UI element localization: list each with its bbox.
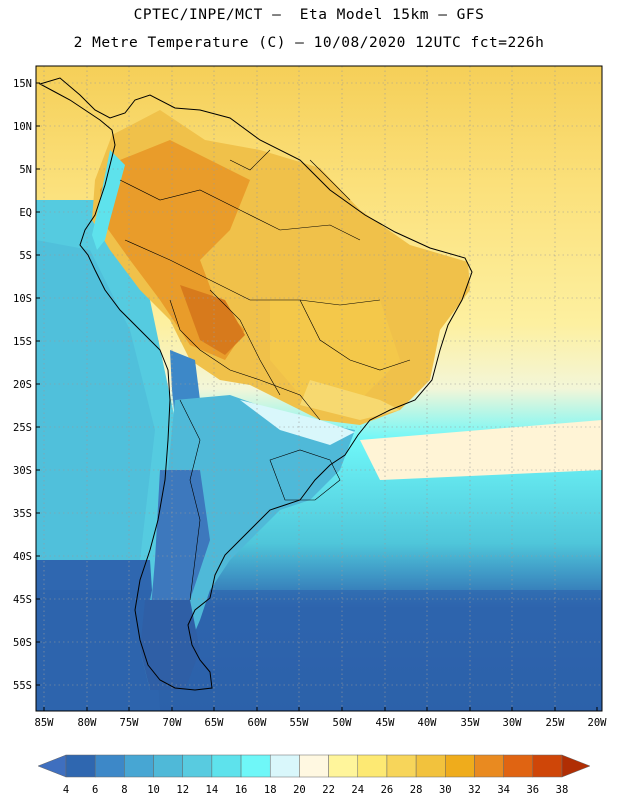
legend-label: 30 bbox=[439, 784, 452, 796]
lon-label: 80W bbox=[78, 717, 98, 729]
lat-label: 35S bbox=[13, 508, 32, 520]
lat-label: 55S bbox=[13, 680, 32, 692]
lon-label: 70W bbox=[163, 717, 183, 729]
legend-swatch bbox=[65, 754, 96, 778]
lat-label: 15S bbox=[13, 336, 32, 348]
lon-label: 35W bbox=[461, 717, 481, 729]
legend-swatch bbox=[386, 754, 417, 778]
legend-label: 28 bbox=[410, 784, 423, 796]
lat-label: 20S bbox=[13, 379, 32, 391]
lat-label: 40S bbox=[13, 551, 32, 563]
legend-label: 18 bbox=[264, 784, 277, 796]
lon-label: 30W bbox=[503, 717, 523, 729]
legend-swatch bbox=[445, 754, 475, 778]
latitude-axis: 15N 10N 5N EQ 5S 10S 15S 20S 25S 30S 35S… bbox=[13, 78, 40, 692]
longitude-axis: 85W 80W 75W 70W 65W 60W 55W 50W 45W 40W … bbox=[35, 707, 608, 729]
lat-label: 15N bbox=[13, 78, 32, 90]
map-title-line-2: 2 Metre Temperature (C) – 10/08/2020 12U… bbox=[73, 35, 545, 51]
lon-label: 60W bbox=[248, 717, 268, 729]
lat-label: 25S bbox=[13, 422, 32, 434]
legend-label: 10 bbox=[147, 784, 160, 796]
legend-label: 16 bbox=[235, 784, 248, 796]
legend-label: 24 bbox=[351, 784, 364, 796]
legend-label: 12 bbox=[176, 784, 189, 796]
legend-label: 36 bbox=[526, 784, 539, 796]
legend-label: 4 bbox=[63, 784, 69, 796]
legend-label: 32 bbox=[468, 784, 481, 796]
color-legend: 4 6 8 10 12 14 16 18 20 22 24 26 28 30 32 34 36 38 bbox=[37, 754, 591, 796]
legend-swatch bbox=[240, 754, 271, 778]
lat-label: 10N bbox=[13, 121, 32, 133]
lat-label: 10S bbox=[13, 293, 32, 305]
lon-label: 40W bbox=[418, 717, 438, 729]
legend-swatch bbox=[153, 754, 183, 778]
lon-label: 75W bbox=[120, 717, 140, 729]
legend-swatch bbox=[503, 754, 534, 778]
country-borders bbox=[119, 149, 411, 601]
legend-swatch bbox=[299, 754, 329, 778]
legend-swatch bbox=[415, 754, 446, 778]
legend-swatch bbox=[269, 754, 300, 778]
south-america-coastline bbox=[38, 77, 473, 691]
lat-label: EQ bbox=[19, 207, 32, 219]
lat-label: 30S bbox=[13, 465, 32, 477]
legend-swatch bbox=[357, 754, 388, 778]
lat-label: 45S bbox=[13, 594, 32, 606]
legend-label: 34 bbox=[497, 784, 510, 796]
legend-label: 26 bbox=[381, 784, 394, 796]
lat-label: 5N bbox=[19, 164, 32, 176]
legend-arrow-high bbox=[561, 754, 591, 778]
legend-swatch bbox=[532, 754, 563, 778]
lon-label: 85W bbox=[35, 717, 55, 729]
legend-swatch bbox=[124, 754, 154, 778]
legend-swatch bbox=[474, 754, 504, 778]
lon-label: 45W bbox=[376, 717, 396, 729]
legend-swatch bbox=[328, 754, 359, 778]
legend-label: 14 bbox=[206, 784, 219, 796]
lon-label: 65W bbox=[205, 717, 225, 729]
legend-swatch bbox=[94, 754, 125, 778]
legend-label: 8 bbox=[121, 784, 127, 796]
lon-label: 25W bbox=[546, 717, 566, 729]
legend-label: 38 bbox=[556, 784, 569, 796]
map-title-line-1: CPTEC/INPE/MCT – Eta Model 15km – GFS bbox=[133, 7, 485, 23]
legend-swatch bbox=[182, 754, 213, 778]
map-frame bbox=[35, 65, 603, 712]
lat-label: 5S bbox=[19, 250, 32, 262]
legend-swatch bbox=[211, 754, 242, 778]
lon-label: 50W bbox=[333, 717, 353, 729]
legend-label: 22 bbox=[322, 784, 335, 796]
legend-label: 6 bbox=[92, 784, 98, 796]
lat-label: 50S bbox=[13, 637, 32, 649]
lon-label: 55W bbox=[290, 717, 310, 729]
legend-label: 20 bbox=[293, 784, 306, 796]
legend-arrow-low bbox=[37, 754, 67, 778]
map-field bbox=[36, 66, 602, 711]
lon-label: 20W bbox=[588, 717, 608, 729]
